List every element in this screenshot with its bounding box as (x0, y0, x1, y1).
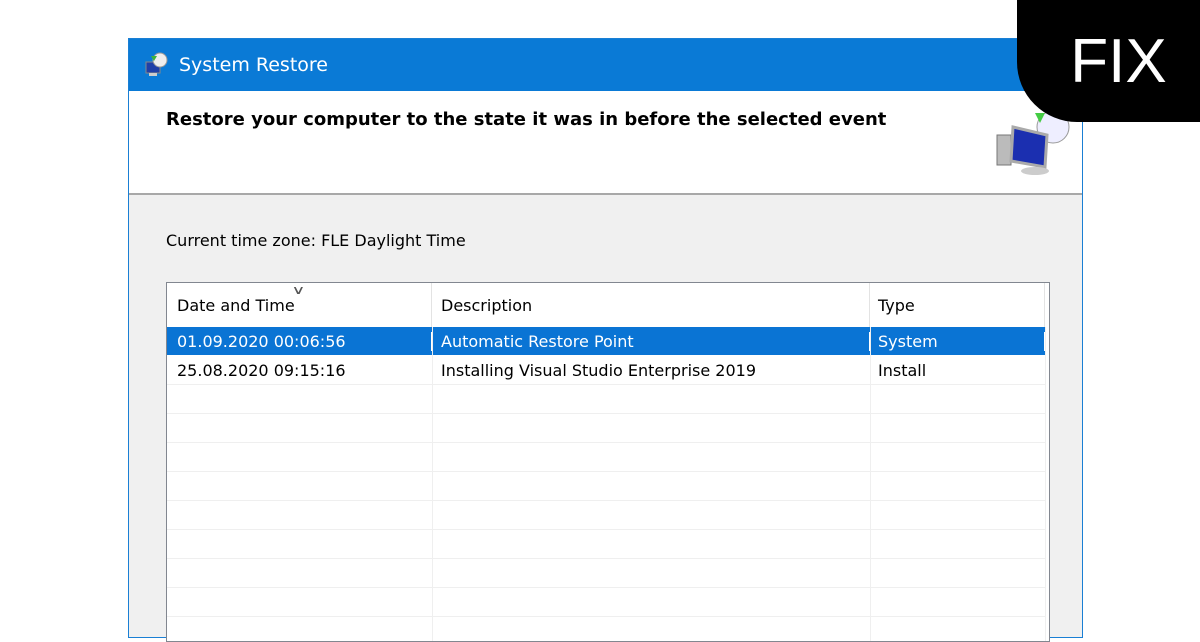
restore-points-list[interactable]: ∨ Date and Time Description Type 01.09.2… (166, 282, 1050, 642)
row-type: Install (878, 360, 927, 380)
fix-badge: FIX (1017, 0, 1200, 122)
grid-line (1045, 327, 1046, 641)
system-restore-window: System Restore Restore your computer to … (128, 38, 1083, 642)
row-description: Automatic Restore Point (432, 331, 870, 351)
title-bar[interactable]: System Restore (129, 39, 1082, 91)
row-description: Installing Visual Studio Enterprise 2019 (441, 360, 756, 380)
grid-line (167, 587, 1045, 588)
table-row[interactable]: 01.09.2020 00:06:56 Automatic Restore Po… (167, 327, 1045, 355)
grid-line (167, 616, 1045, 617)
grid-line (870, 327, 871, 641)
column-header-description[interactable]: Description (432, 283, 870, 327)
grid-line (167, 471, 1045, 472)
table-row[interactable]: 25.08.2020 09:15:16 Installing Visual St… (167, 356, 1045, 384)
sort-descending-icon: ∨ (291, 283, 306, 297)
grid-line (167, 558, 1045, 559)
grid-line (432, 327, 433, 641)
column-header-date[interactable]: Date and Time (167, 283, 432, 327)
grid-line (167, 442, 1045, 443)
row-date: 01.09.2020 00:06:56 (167, 331, 432, 351)
grid-line (167, 500, 1045, 501)
header-panel: Restore your computer to the state it wa… (129, 91, 1082, 195)
column-header-type[interactable]: Type (870, 283, 1045, 327)
timezone-label: Current time zone: FLE Daylight Time (166, 231, 466, 250)
row-date: 25.08.2020 09:15:16 (177, 360, 346, 380)
grid-line (167, 529, 1045, 530)
system-restore-icon (145, 52, 168, 76)
grid-line (167, 413, 1045, 414)
page-heading: Restore your computer to the state it wa… (166, 109, 887, 130)
list-header: Date and Time Description Type (167, 283, 1045, 327)
window-title: System Restore (179, 54, 328, 76)
grid-line (167, 384, 1045, 385)
row-type: System (870, 331, 1045, 351)
